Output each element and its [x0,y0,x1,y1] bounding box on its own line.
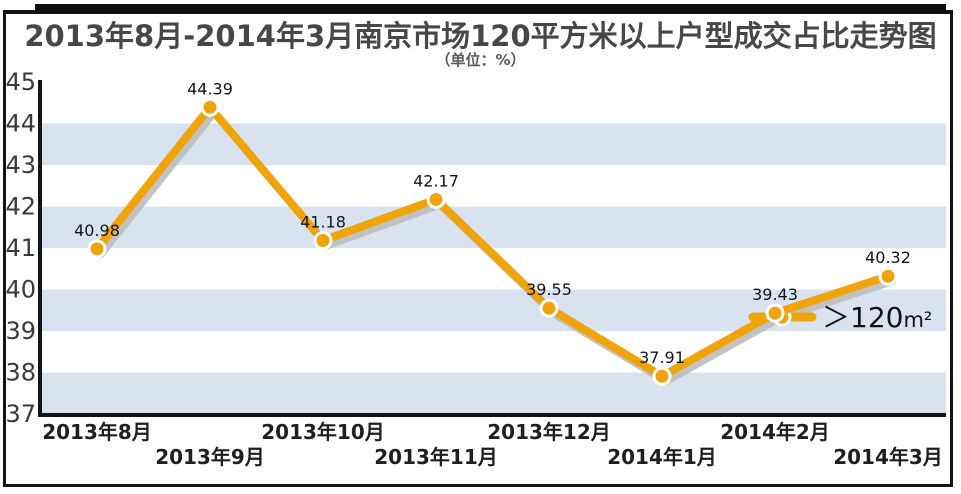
data-point-label: 40.98 [74,221,120,240]
data-point-marker [539,298,559,318]
data-point-label: 37.91 [639,348,685,367]
data-point-label: 40.32 [865,248,911,267]
data-point-label: 39.43 [752,285,798,304]
x-tick-label: 2013年12月 [487,420,611,444]
data-point-marker [765,303,785,323]
y-axis-line [38,80,42,417]
frame-top-rule [35,4,946,13]
y-tick-label: 41 [5,234,36,262]
x-tick-label: 2013年10月 [261,420,385,444]
y-tick-label: 38 [5,359,36,387]
chart-title: 2013年8月-2014年3月南京市场120平方米以上户型成交占比走势图 [24,19,937,53]
chart-unit-label: （单位：%） [435,51,526,69]
data-point-label: 39.55 [526,280,572,299]
data-point-marker [426,189,446,209]
y-tick-label: 42 [5,193,36,221]
y-tick-label: 45 [5,68,36,96]
x-tick-label: 2013年11月 [374,445,498,469]
x-tick-label: 2014年2月 [720,420,830,444]
series-line [93,103,892,381]
legend-label-unit: m² [903,308,932,332]
x-tick-label: 2014年3月 [833,445,943,469]
y-tick-label: 39 [5,317,36,345]
data-point-marker [313,231,333,251]
x-axis-line [38,413,946,417]
y-tick-label: 44 [5,110,36,138]
x-tick-label: 2013年8月 [42,420,152,444]
data-point-label: 41.18 [300,213,346,232]
grid-band [40,372,946,414]
data-point-label: 44.39 [187,79,233,98]
y-tick-label: 40 [5,276,36,304]
data-point-label: 42.17 [413,171,459,190]
data-point-marker [878,266,898,286]
x-tick-label: 2014年1月 [607,445,717,469]
legend-label-main: ＞120 [822,301,903,334]
data-point-marker [652,366,672,386]
y-tick-label: 43 [5,151,36,179]
y-tick-label: 37 [5,400,36,428]
grid-band [40,206,946,248]
data-point-marker [87,239,107,259]
data-point-marker [200,97,220,117]
legend-label: ＞120m² [822,301,932,334]
x-tick-label: 2013年9月 [155,445,265,469]
